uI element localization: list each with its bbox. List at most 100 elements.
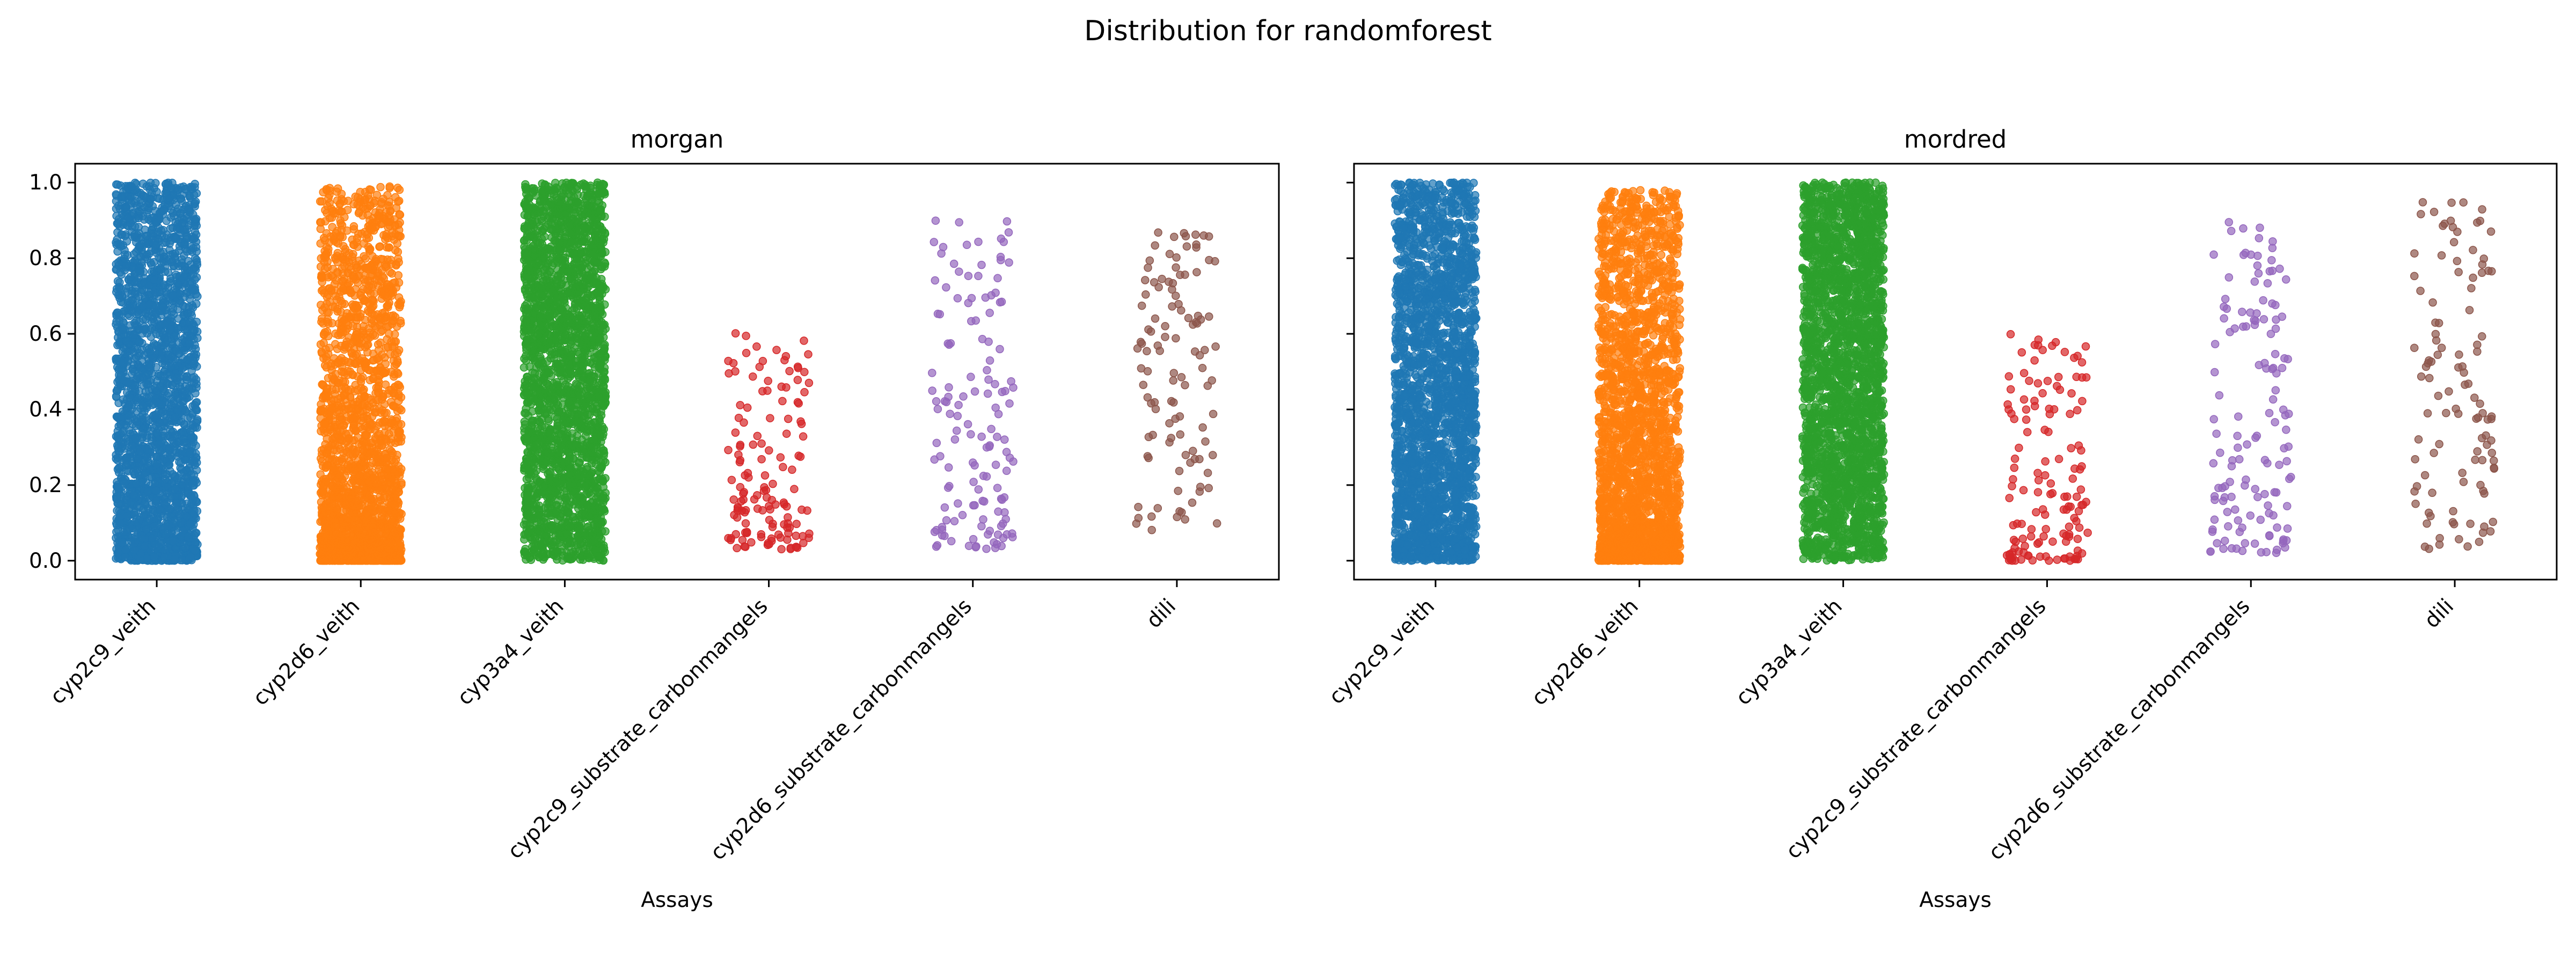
data-point bbox=[189, 438, 198, 447]
data-point bbox=[186, 192, 194, 201]
data-point bbox=[353, 372, 362, 381]
data-point bbox=[371, 255, 380, 264]
data-point bbox=[179, 428, 188, 437]
data-point bbox=[154, 228, 163, 237]
data-point bbox=[355, 208, 364, 216]
data-point bbox=[119, 528, 128, 537]
data-point bbox=[393, 434, 402, 443]
data-point bbox=[387, 269, 396, 278]
data-point bbox=[192, 255, 201, 264]
data-point bbox=[337, 466, 346, 475]
data-point bbox=[148, 534, 156, 543]
data-point bbox=[130, 532, 139, 541]
data-point bbox=[383, 293, 391, 302]
data-point bbox=[386, 311, 396, 320]
data-point bbox=[115, 338, 124, 346]
data-point bbox=[393, 528, 402, 537]
data-point bbox=[348, 308, 357, 317]
data-point bbox=[390, 330, 399, 339]
data-point bbox=[133, 418, 141, 426]
data-point bbox=[119, 326, 128, 334]
data-point bbox=[115, 294, 124, 303]
data-point bbox=[396, 508, 404, 517]
data-point bbox=[115, 512, 125, 521]
data-point bbox=[190, 372, 199, 382]
data-point bbox=[139, 286, 148, 295]
data-point bbox=[130, 230, 139, 239]
data-point bbox=[151, 218, 160, 227]
data-point bbox=[397, 478, 406, 487]
data-point bbox=[363, 513, 371, 522]
data-point bbox=[378, 255, 387, 264]
data-point bbox=[352, 447, 361, 456]
data-point bbox=[160, 454, 170, 463]
panel-title: morgan bbox=[631, 125, 724, 153]
data-point bbox=[367, 226, 376, 235]
data-point bbox=[336, 232, 345, 241]
data-point bbox=[174, 438, 184, 447]
data-point bbox=[192, 299, 201, 308]
data-point bbox=[391, 193, 400, 202]
data-point bbox=[172, 499, 181, 508]
data-point bbox=[171, 391, 180, 400]
data-point bbox=[382, 367, 390, 376]
data-point bbox=[130, 331, 138, 339]
data-point bbox=[173, 279, 182, 288]
data-point bbox=[394, 397, 403, 405]
data-point bbox=[150, 553, 159, 562]
data-point bbox=[377, 327, 385, 336]
data-point bbox=[116, 519, 125, 528]
data-point bbox=[156, 505, 164, 514]
data-point bbox=[376, 315, 385, 324]
data-point bbox=[131, 247, 141, 257]
data-point bbox=[360, 412, 368, 421]
data-point bbox=[320, 252, 328, 261]
data-point bbox=[358, 294, 367, 303]
data-point bbox=[147, 473, 156, 481]
data-point bbox=[328, 405, 336, 413]
data-point bbox=[158, 330, 167, 339]
data-point bbox=[354, 456, 363, 465]
data-point bbox=[325, 184, 334, 193]
points-layer bbox=[112, 178, 1221, 565]
data-point bbox=[113, 277, 122, 286]
data-point bbox=[350, 272, 358, 281]
data-point bbox=[360, 252, 368, 261]
data-point bbox=[342, 482, 351, 492]
data-point bbox=[190, 222, 199, 230]
data-point bbox=[159, 302, 168, 311]
data-point bbox=[328, 416, 337, 425]
data-point bbox=[390, 383, 399, 391]
data-point bbox=[337, 225, 346, 234]
data-point bbox=[365, 491, 374, 500]
data-point bbox=[116, 420, 125, 429]
data-point bbox=[143, 453, 152, 462]
data-point bbox=[333, 307, 342, 316]
data-point bbox=[397, 406, 406, 415]
data-point bbox=[356, 187, 365, 196]
data-point bbox=[356, 508, 365, 517]
data-point bbox=[189, 270, 197, 279]
data-point bbox=[338, 555, 346, 565]
data-point bbox=[375, 453, 383, 462]
data-point bbox=[317, 197, 326, 206]
data-point bbox=[323, 263, 332, 272]
data-point bbox=[358, 425, 367, 434]
data-point bbox=[124, 214, 133, 222]
data-point bbox=[193, 292, 202, 301]
data-point bbox=[331, 515, 340, 524]
data-point bbox=[138, 301, 148, 310]
data-point bbox=[348, 519, 356, 529]
data-point bbox=[167, 258, 176, 267]
data-point bbox=[185, 339, 194, 348]
data-point bbox=[172, 225, 181, 233]
data-point bbox=[112, 528, 121, 536]
data-point bbox=[118, 192, 126, 201]
data-point bbox=[332, 486, 341, 495]
data-point bbox=[186, 519, 194, 528]
data-point bbox=[384, 243, 393, 252]
data-point bbox=[320, 480, 329, 488]
data-point bbox=[385, 445, 394, 454]
data-point bbox=[147, 229, 155, 238]
data-point bbox=[391, 230, 400, 239]
